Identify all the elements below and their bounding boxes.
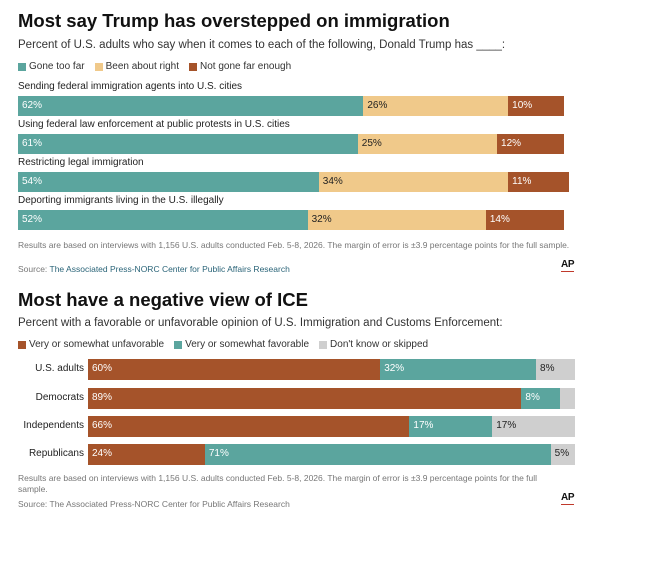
chart2-legend-item-0: Very or somewhat unfavorable [18,339,164,350]
chart1-bar-segment [363,96,509,116]
chart1-data-label: 10% [512,100,533,111]
ap-logo-underline [561,270,575,272]
chart1-category-label: Using federal law enforcement at public … [18,119,290,130]
chart2-bar-segment [88,359,381,380]
chart2-data-label: 60% [92,363,113,374]
chart1-subtitle: Percent of U.S. adults who say when it c… [18,39,506,51]
legend-swatch [18,340,26,349]
chart1-data-label: 62% [22,100,43,111]
chart2-bar-segment [88,416,410,437]
chart1-legend-item-1: Been about right [94,61,179,72]
legend-label: Gone too far [29,61,85,72]
chart2-title: Most have a negative view of ICE [18,289,308,310]
chart1-bar-segment [18,172,319,192]
chart1-bar-segment [18,210,308,230]
chart1-data-label: 11% [512,176,532,187]
chart1-bar-segment [508,172,570,192]
chart2-data-label: 17% [496,420,517,431]
ap-logo-text: AP [561,259,575,270]
chart2-footnote: Results are based on interviews with 1,1… [18,473,538,494]
chart2-bar-segment [536,359,575,380]
chart1-bar-segment [357,134,498,154]
chart2-data-label: 89% [92,392,113,403]
chart1-legend: Gone too far Been about right Not gone f… [18,61,291,72]
chart2-ap-logo: AP [561,492,575,505]
legend-label: Very or somewhat unfavorable [29,339,165,350]
chart1-bar-segment [18,134,358,154]
legend-label: Been about right [105,61,179,72]
chart1-data-label: 61% [22,138,43,149]
chart1-category-label: Sending federal immigration agents into … [18,81,243,92]
chart2-data-label: 71% [208,448,229,459]
chart1-data-label: 52% [22,214,43,225]
chart1-bar-segment [307,210,486,230]
chart1-data-label: 54% [22,176,43,187]
ap-logo-text: AP [561,492,575,503]
chart1-category-label: Deporting immigrants living in the U.S. … [18,195,224,206]
chart2-subtitle: Percent with a favorable or unfavorable … [18,317,503,329]
chart2-category-label: Independents [23,420,84,431]
source-prefix: Source: [18,264,50,274]
ap-logo-underline [561,503,575,505]
chart1-footnote: Results are based on interviews with 1,1… [18,240,570,250]
chart2-data-label: 17% [413,420,434,431]
chart2-source: Source: The Associated Press-NORC Center… [18,499,290,509]
chart2-data-label: 8% [540,363,555,374]
chart2-legend-item-2: Don't know or skipped [319,339,428,350]
chart2-bar-segment [380,359,537,380]
chart2-category-label: U.S. adults [35,363,84,374]
legend-label: Very or somewhat favorable [185,339,310,350]
chart1-category-label: Restricting legal immigration [18,157,144,168]
chart2-data-label: 5% [554,448,570,459]
chart2-data-label: 24% [92,448,113,459]
chart1-source: Source: The Associated Press-NORC Center… [18,264,290,274]
chart2-bar-segment [560,388,575,409]
chart2-bar-segment [521,388,561,409]
chart1-ap-logo: AP [561,259,575,272]
chart2-bar-segment [88,388,522,409]
chart2-legend-item-1: Very or somewhat favorable [174,339,309,350]
chart2-bar-segment [409,416,493,437]
chart1-data-label: 34% [322,176,343,187]
chart1-data-label: 32% [311,214,332,225]
legend-swatch [188,62,197,71]
chart2-bar-segment [204,444,551,465]
chart1-data-label: 14% [489,214,510,225]
source-link[interactable]: The Associated Press-NORC Center for Pub… [49,264,290,274]
chart2-bar-segment [550,444,575,465]
chart1-bar-segment [18,96,364,116]
chart2-data-label: 66% [92,420,113,431]
chart1-legend-item-2: Not gone far enough [188,61,292,72]
chart1-bar-segment [497,134,564,154]
chart2-data-label: 8% [525,392,540,403]
legend-swatch [94,62,103,71]
legend-label: Don't know or skipped [330,339,429,350]
legend-label: Not gone far enough [199,61,292,72]
chart1-data-label: 26% [367,100,388,111]
chart2-data-label: 32% [384,363,405,374]
chart1-bar-segment [508,96,564,116]
chart1-title: Most say Trump has overstepped on immigr… [18,10,450,31]
legend-swatch [319,340,328,349]
chart1-data-label: 25% [361,138,382,149]
chart2-category-label: Democrats [35,392,84,403]
chart2-legend: Very or somewhat unfavorable Very or som… [18,339,428,350]
legend-swatch [18,62,26,71]
chart1-data-label: 12% [501,138,522,149]
chart1-legend-item-0: Gone too far [18,61,85,72]
chart1-bar-segment [318,172,509,192]
chart2-bar-segment [88,444,205,465]
legend-swatch [174,340,183,349]
chart1-bar-segment [485,210,564,230]
chart2-category-label: Republicans [28,448,84,459]
chart2-bar-segment [492,416,575,437]
